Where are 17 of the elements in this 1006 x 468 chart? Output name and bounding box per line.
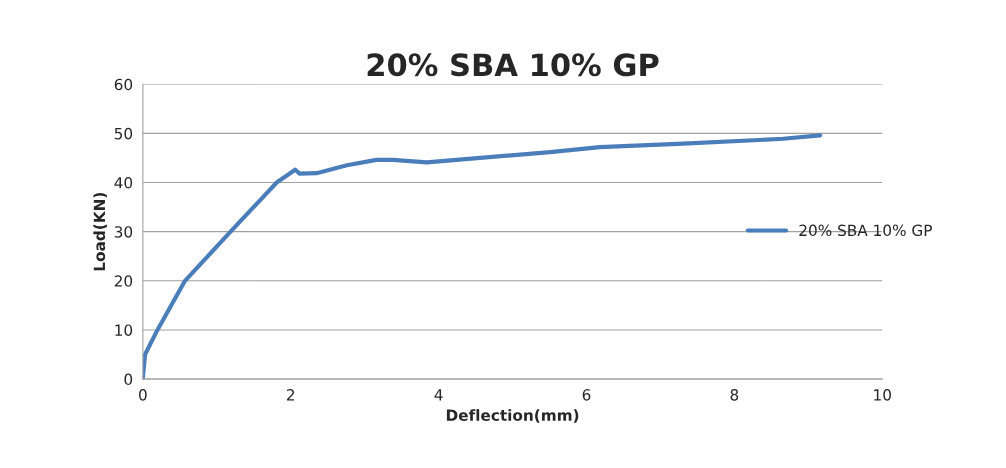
legend-label: 20% SBA 10% GP	[799, 224, 932, 237]
x-tick-label: 4	[434, 389, 443, 401]
x-axis-title: Deflection(mm)	[446, 409, 579, 423]
y-tick-label: 60	[114, 78, 133, 91]
x-tick-label: 6	[582, 389, 591, 401]
y-tick-label: 40	[114, 176, 133, 189]
x-tick-label: 2	[286, 389, 295, 401]
y-tick-label: 10	[115, 324, 133, 336]
x-tick-label: 10	[874, 389, 891, 401]
y-tick-label: 30	[114, 226, 133, 238]
y-tick-label: 0	[124, 373, 133, 386]
y-tick-label: 20	[114, 275, 133, 287]
x-tick-label: 8	[730, 389, 739, 401]
y-tick-label: 50	[114, 127, 133, 140]
chart-title: 20% SBA 10% GP	[367, 53, 659, 77]
y-axis-title: Load(KN)	[93, 192, 107, 271]
x-tick-label: 0	[139, 389, 147, 401]
